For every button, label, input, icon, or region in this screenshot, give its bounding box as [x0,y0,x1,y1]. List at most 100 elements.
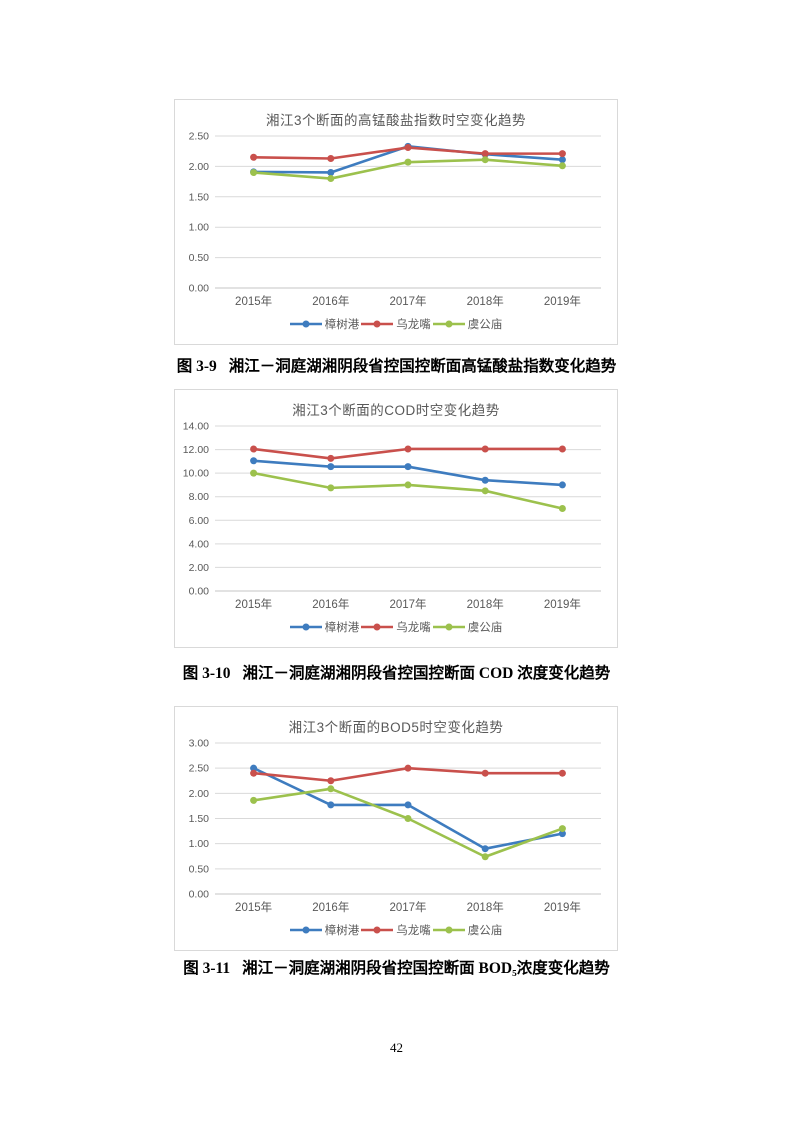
y-tick-label: 1.50 [189,191,210,203]
series-point [327,785,335,793]
series-point [404,144,412,152]
y-tick-label: 2.50 [189,131,210,143]
y-tick-label: 0.00 [189,586,210,598]
series-point [481,150,489,158]
x-tick-label: 2019年 [544,294,581,308]
legend-label: 虞公庙 [467,622,503,634]
figure-caption-label: 图 3-10 [182,665,231,682]
series-point [558,445,566,453]
legend-label: 乌龙嘴 [396,622,431,634]
chart-legend: 樟树港 乌龙嘴 虞公庙 [175,314,617,344]
y-tick-label: 1.50 [189,813,210,825]
series-point [250,469,258,477]
y-tick-label: 0.50 [189,863,210,875]
line-chart-bod5: 湘江3个断面的BOD5时空变化趋势 0.00 0.50 1.00 1.50 2.00 2.… [174,706,618,951]
series-point [404,463,412,471]
figure-caption-text: 湘江－洞庭湖湘阴段省控国控断面 COD 浓度变化趋势 [242,665,611,682]
series-point [250,796,258,804]
series-point [481,845,489,853]
x-tick-label: 2019年 [544,900,581,914]
series-point [327,463,335,471]
series-point [250,168,258,176]
y-tick-label: 8.00 [189,491,210,503]
y-tick-label: 10.00 [183,468,209,480]
x-tick-label: 2016年 [312,597,349,611]
figure-caption: 图 3-10 湘江－洞庭湖湘阴段省控国控断面 COD 浓度变化趋势 [0,661,793,683]
y-tick-label: 3.00 [189,738,210,750]
plot-area: 0.00 2.00 4.00 6.00 8.00 10.00 12.00 14.00 2015年… [183,421,601,611]
legend-marker-icon [432,926,465,934]
legend-item: 虞公庙 [432,619,503,635]
x-tick-label: 2019年 [544,597,581,611]
legend-marker-dot [302,623,310,631]
legend-marker-icon [432,623,465,631]
legend-label: 樟树港 [324,319,360,331]
series-point [250,764,258,772]
y-tick-label: 2.50 [189,763,210,775]
series-point [327,175,335,183]
series-point [558,150,566,158]
legend-label: 虞公庙 [467,925,503,937]
series-point [404,481,412,489]
legend-marker-icon [289,926,322,934]
x-tick-label: 2017年 [389,900,426,914]
x-tick-label: 2018年 [467,900,504,914]
series-point [327,154,335,162]
x-tick-label: 2018年 [467,294,504,308]
legend-marker-icon [361,926,394,934]
chart-title: 湘江3个断面的COD时空变化趋势 [292,403,500,418]
legend-item: 樟树港 [289,316,360,332]
legend-label: 樟树港 [324,925,360,937]
series-point [558,830,566,838]
series-point [404,764,412,772]
series-point [404,445,412,453]
series-point [327,454,335,462]
page-number: 42 [390,1040,403,1055]
series-point [250,457,258,465]
series-line [252,471,564,510]
series-point [481,487,489,495]
series-point [250,445,258,453]
line-chart-cod: 湘江3个断面的COD时空变化趋势 0.00 2.00 4.00 6.00 8.00 10.… [174,389,618,648]
legend-item: 乌龙嘴 [361,316,431,332]
legend-marker-icon [289,320,322,328]
legend-item: 樟树港 [289,619,360,635]
legend-label: 虞公庙 [467,319,503,331]
chart-title: 湘江3个断面的BOD5时空变化趋势 [288,720,504,735]
legend-marker-icon [432,320,465,328]
figure-caption-label: 图 3-9 [176,358,217,375]
series-point [327,168,335,176]
series-point [327,777,335,785]
y-tick-label: 12.00 [183,444,209,456]
legend-label: 乌龙嘴 [396,319,431,331]
legend-marker-dot [373,320,381,328]
legend-label: 樟树港 [324,622,360,634]
figure-caption-text: 湘江－洞庭湖湘阴段省控国控断面 BOD₅浓度变化趋势 [242,960,610,977]
legend-item: 乌龙嘴 [361,619,431,635]
series-point [558,156,566,164]
chart-legend: 樟树港 乌龙嘴 虞公庙 [175,920,617,950]
y-tick-label: 2.00 [189,788,210,800]
legend-item: 虞公庙 [432,316,503,332]
series-line [252,766,564,850]
legend-marker-dot [302,926,310,934]
y-tick-label: 6.00 [189,515,210,527]
y-tick-label: 2.00 [189,562,210,574]
series-point [327,801,335,809]
series-line [252,787,564,859]
legend-marker-dot [445,926,453,934]
series-point [250,769,258,777]
y-tick-label: 1.00 [189,838,210,850]
x-tick-label: 2016年 [312,900,349,914]
x-tick-label: 2015年 [235,597,272,611]
plot-area: 0.00 0.50 1.00 1.50 2.00 2.50 2015年 2016年 2017年 2… [189,131,601,308]
legend-marker-dot [445,320,453,328]
x-tick-label: 2016年 [312,294,349,308]
x-tick-label: 2017年 [389,597,426,611]
legend-item: 乌龙嘴 [361,922,431,938]
legend-item: 樟树港 [289,922,360,938]
figure-caption-label: 图 3-11 [183,960,231,977]
legend-item: 虞公庙 [432,922,503,938]
y-tick-label: 14.00 [183,421,209,433]
x-tick-label: 2015年 [235,900,272,914]
